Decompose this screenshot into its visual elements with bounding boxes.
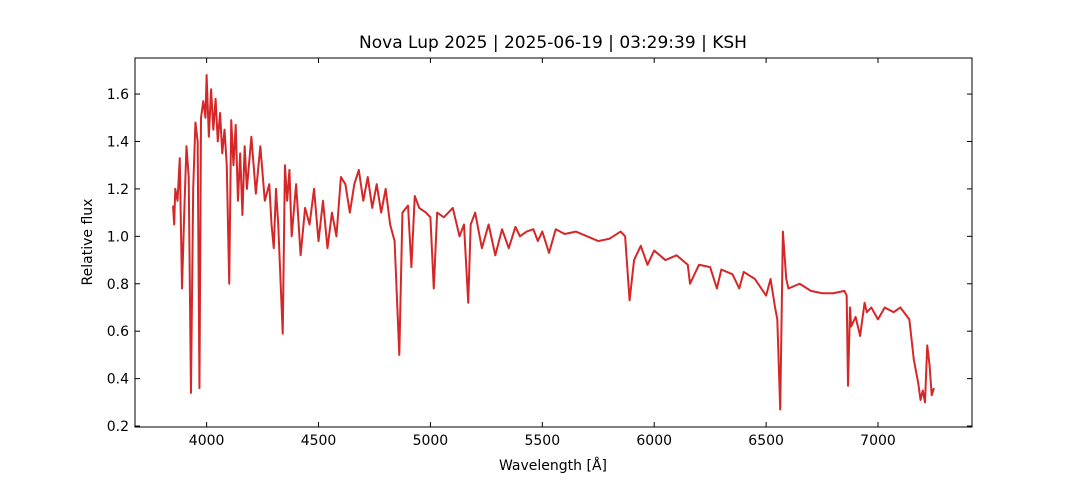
x-tick-label: 4000: [189, 433, 225, 449]
x-tick-label: 6500: [748, 433, 784, 449]
x-tick-label: 5000: [413, 433, 449, 449]
chart-title: Nova Lup 2025 | 2025-06-19 | 03:29:39 | …: [359, 33, 747, 53]
y-tick-label: 1.6: [107, 87, 129, 103]
x-tick-label: 5500: [524, 433, 560, 449]
y-tick-label: 1.0: [107, 229, 129, 245]
y-tick-label: 0.6: [107, 324, 129, 340]
plot-frame: [134, 57, 973, 428]
x-tick-label: 6000: [636, 433, 672, 449]
spectrum-line: [172, 74, 935, 411]
y-tick-label: 0.2: [107, 419, 129, 435]
y-tick-label: 0.4: [107, 372, 129, 388]
x-tick-label: 4500: [301, 433, 337, 449]
y-tick-label: 0.8: [107, 277, 129, 293]
y-axis-label: Relative flux: [80, 199, 96, 286]
x-tick-label: 7000: [860, 433, 896, 449]
y-tick-label: 1.4: [107, 134, 129, 150]
x-axis-label: Wavelength [Å]: [499, 457, 607, 474]
y-tick-label: 1.2: [107, 182, 129, 198]
